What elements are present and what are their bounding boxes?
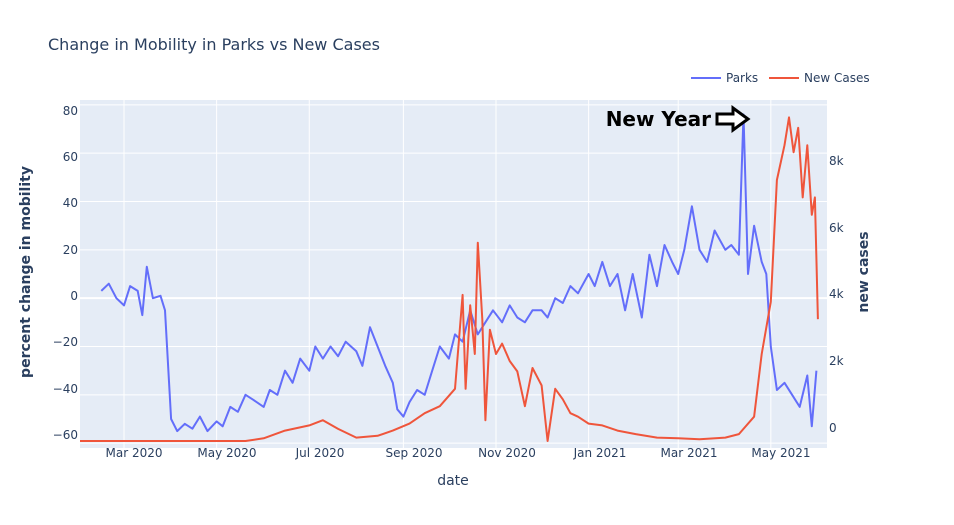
y2-axis-title: new cases	[856, 231, 872, 312]
y-tick: 0	[70, 289, 78, 303]
x-axis-title: date	[437, 473, 469, 489]
y-tick: 80	[63, 104, 78, 118]
y-tick: 20	[63, 243, 78, 257]
y2-tick-labels: 8k 6k 4k 2k 0	[829, 154, 844, 435]
x-tick: Mar 2021	[661, 446, 718, 460]
x-tick: May 2021	[751, 446, 810, 460]
legend-parks-label: Parks	[726, 71, 758, 85]
annotation-text: New Year	[606, 107, 711, 131]
y2-tick: 6k	[829, 221, 844, 235]
x-tick-labels: Mar 2020 May 2020 Jul 2020 Sep 2020 Nov …	[106, 446, 811, 460]
x-tick: Jan 2021	[573, 446, 627, 460]
y-tick-labels: 80 60 40 20 0 −20 −40 −60	[53, 104, 78, 442]
chart-title: Change in Mobility in Parks vs New Cases	[48, 35, 380, 54]
plot-area	[80, 100, 827, 448]
y-tick: 60	[63, 150, 78, 164]
series-lines	[80, 113, 819, 442]
y-tick: 40	[63, 196, 78, 210]
legend-new-cases-label: New Cases	[804, 71, 870, 85]
y-axis-title: percent change in mobility	[18, 166, 34, 378]
x-tick: Jul 2020	[295, 446, 345, 460]
y2-tick: 0	[829, 421, 837, 435]
y2-tick: 4k	[829, 287, 844, 301]
annotation-arrow-icon	[715, 105, 751, 133]
x-tick: May 2020	[197, 446, 256, 460]
legend: Parks New Cases	[691, 71, 870, 85]
gridlines	[80, 100, 827, 448]
y2-tick: 8k	[829, 154, 844, 168]
x-tick: Nov 2020	[478, 446, 536, 460]
y-tick: −60	[53, 428, 78, 442]
y2-tick: 2k	[829, 354, 844, 368]
y-tick: −20	[53, 335, 78, 349]
y-tick: −40	[53, 382, 78, 396]
new-year-annotation: New Year	[606, 105, 751, 133]
x-tick: Sep 2020	[386, 446, 443, 460]
x-tick: Mar 2020	[106, 446, 163, 460]
new-cases-line	[80, 116, 819, 442]
